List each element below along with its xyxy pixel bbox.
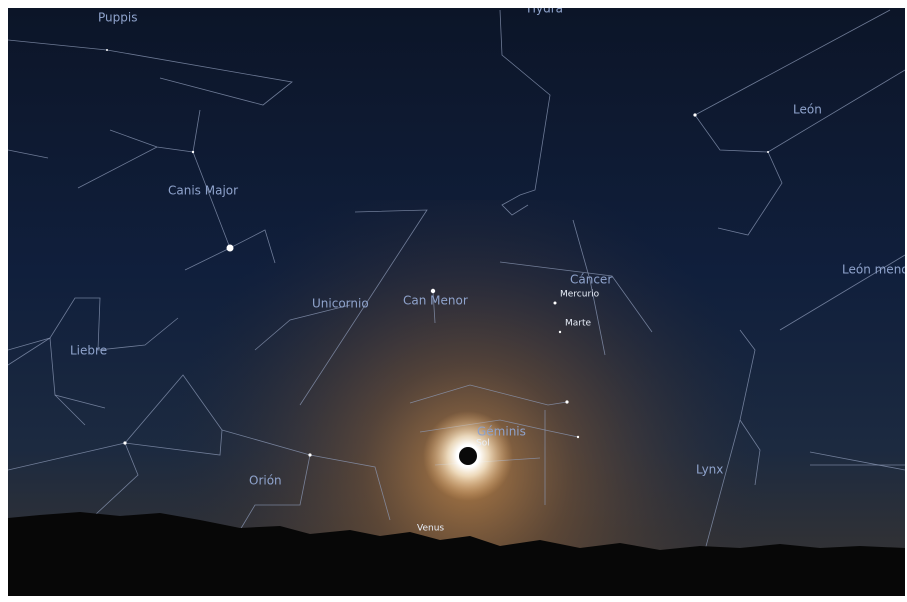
sky: Puppis Hydra León Canis Major León menor Cánc… [8,2,907,597]
constellation-label: Lynx [696,463,723,477]
planet-label: Venus [417,524,444,534]
planet-label: Marte [565,319,592,329]
constellation-label: León [793,103,822,117]
constellation-label: Orión [249,474,282,488]
constellation-label: Unicornio [312,297,369,311]
constellation-label: Géminis [477,425,526,439]
constellation-label: León menor [842,263,907,277]
planet-label: Sol [476,439,490,449]
constellation-label: Puppis [98,11,137,25]
constellation-label: Liebre [70,344,107,358]
sky-view: Puppis Hydra León Canis Major León menor Cánc… [0,0,907,602]
eclipsed-sun [459,447,477,465]
constellation-label: Canis Major [168,184,238,198]
constellation-label: Hydra [527,2,563,16]
constellation-label: Can Menor [403,294,468,308]
constellation-label: Cáncer [570,273,612,287]
planet-label: Mercurio [560,290,600,300]
